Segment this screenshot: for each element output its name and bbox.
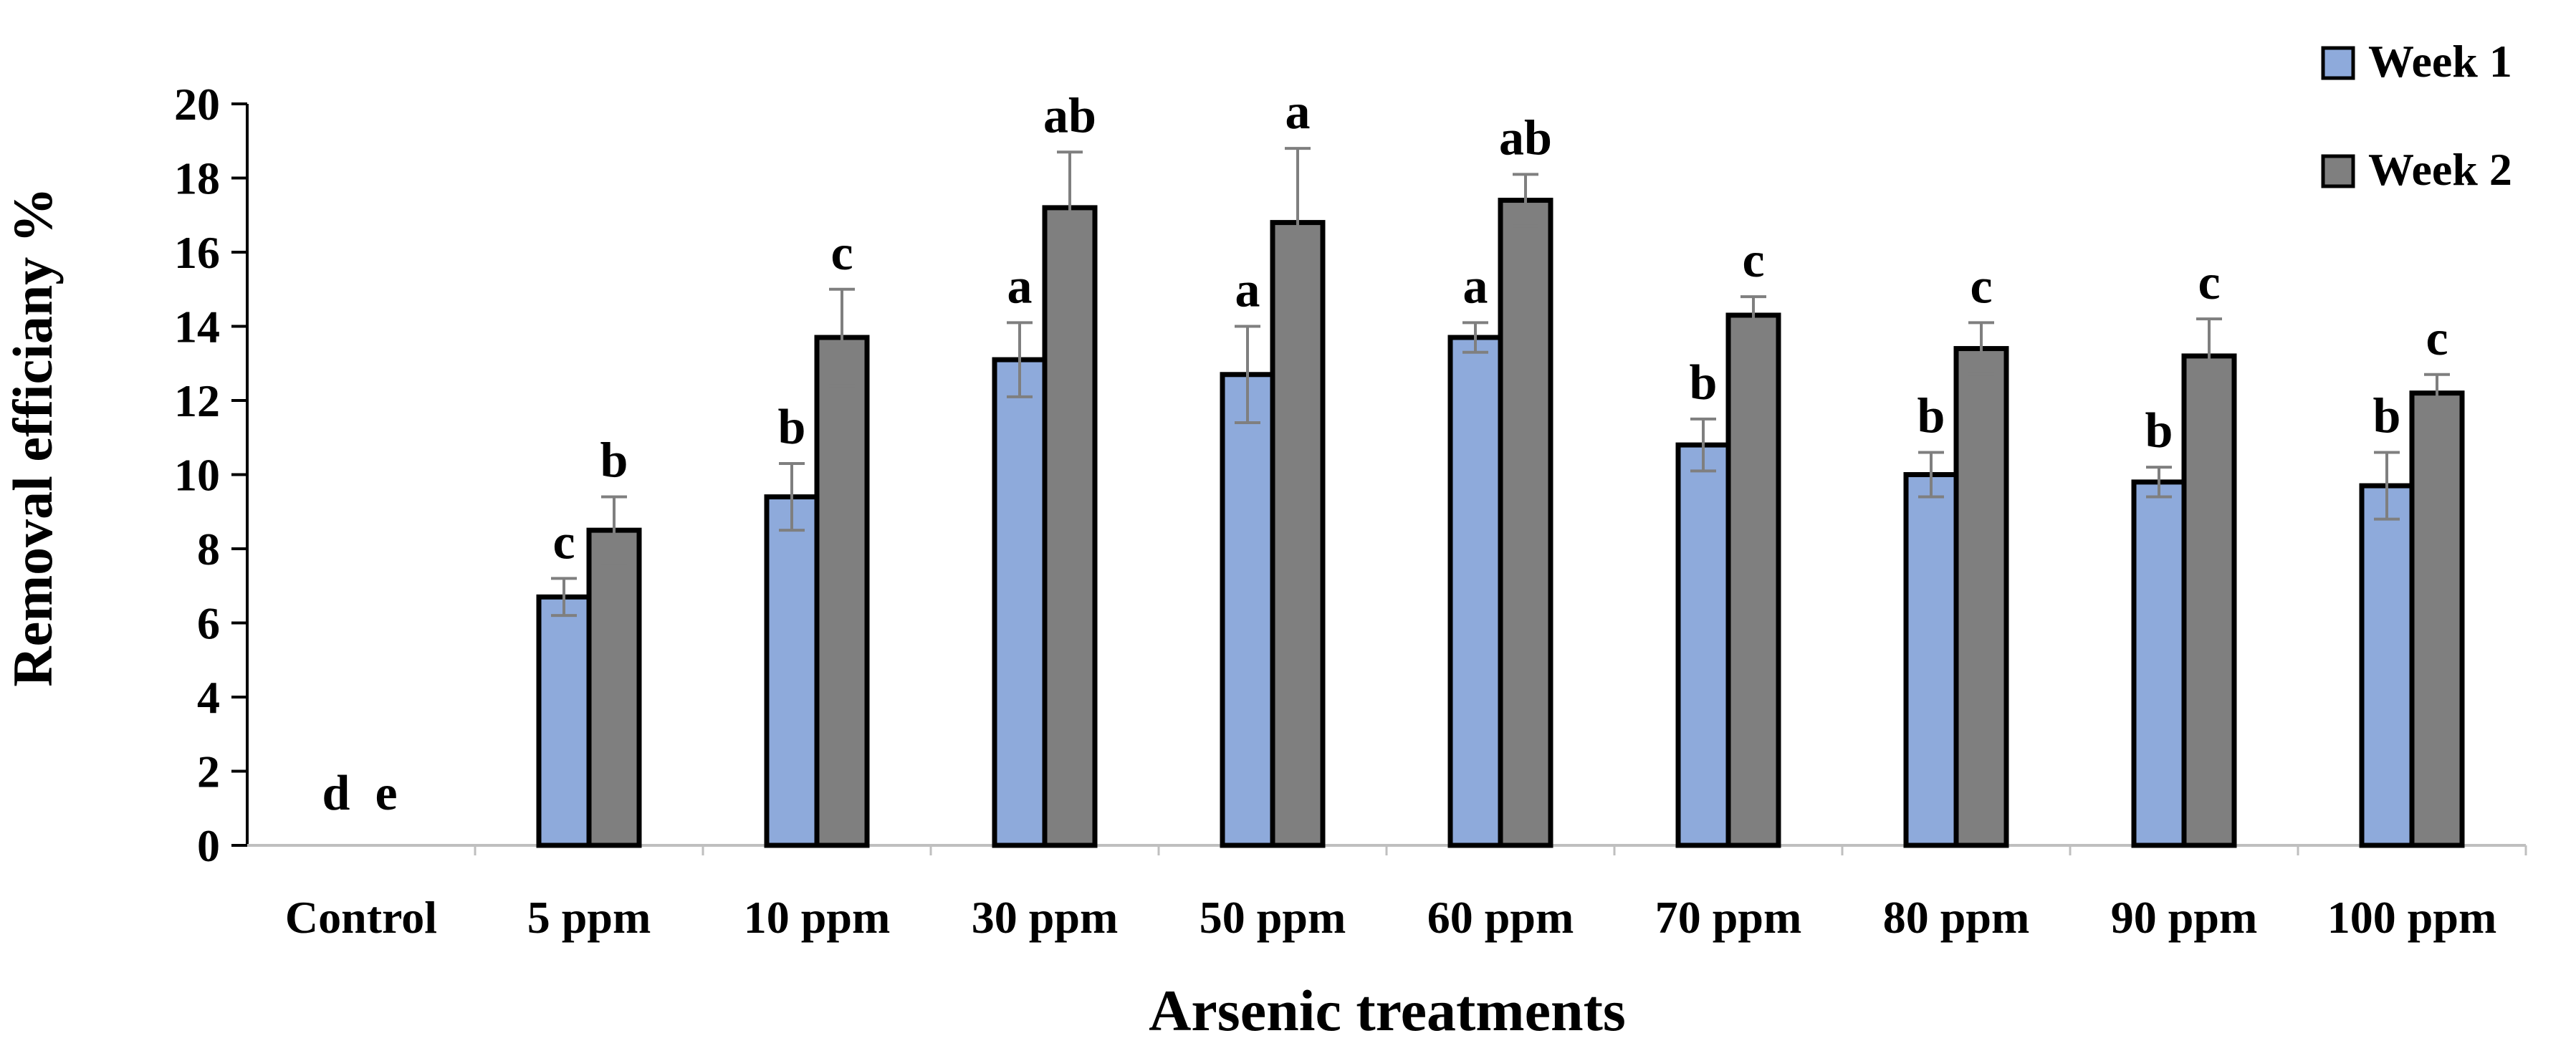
bar-week-2-90-ppm — [2181, 353, 2237, 848]
y-tick-label: 10 — [174, 450, 220, 501]
significance-label-week-2-5-ppm: b — [600, 433, 628, 489]
legend-label-week-2: Week 2 — [2368, 144, 2512, 195]
bar-series-group — [536, 198, 2465, 848]
y-tick-group: 0 2 4 6 8 10 12 14 16 18 20 — [174, 79, 247, 871]
bar-week-2-50-ppm — [1270, 220, 1326, 848]
y-tick-label: 14 — [174, 302, 220, 352]
bar-week-2-30-ppm — [1042, 205, 1098, 848]
y-tick-label: 20 — [174, 79, 220, 130]
significance-label-week-2-30-ppm: ab — [1043, 88, 1096, 143]
bar-week-1-80-ppm — [1903, 472, 1959, 848]
x-tick-label-50-ppm: 50 ppm — [1200, 892, 1346, 943]
bar-week-2-100-ppm — [2409, 390, 2465, 848]
x-tick-group: Control 5 ppm 10 ppm 30 ppm 50 ppm 60 ppm 70 p… — [285, 845, 2527, 943]
y-tick-label: 2 — [197, 746, 220, 797]
bar-week-1-90-ppm — [2131, 479, 2187, 848]
bar-week-1-5-ppm — [536, 594, 592, 848]
legend: Week 1 Week 2 — [2321, 36, 2512, 195]
significance-label-week-1-5-ppm: c — [552, 514, 575, 570]
x-tick-label-5-ppm: 5 ppm — [527, 892, 651, 943]
x-tick-label-control: Control — [285, 892, 437, 943]
bar-week-1-60-ppm — [1447, 335, 1503, 848]
significance-label-week-1-70-ppm: b — [1690, 355, 1718, 411]
bar-week-1-10-ppm — [764, 494, 820, 848]
bar-week-2-60-ppm — [1498, 198, 1553, 848]
significance-label-week-2-80-ppm: c — [1970, 259, 1992, 314]
x-tick-label-70-ppm: 70 ppm — [1655, 892, 1802, 943]
significance-label-week-2-10-ppm: c — [830, 226, 853, 281]
significance-label-week-2-90-ppm: c — [2198, 255, 2220, 310]
x-tick-label-90-ppm: 90 ppm — [2111, 892, 2258, 943]
bar-week-1-30-ppm — [992, 357, 1048, 848]
significance-label-week-2-60-ppm: ab — [1499, 110, 1552, 165]
significance-label-week-1-30-ppm: a — [1007, 259, 1033, 314]
bar-week-2-80-ppm — [1953, 346, 2009, 848]
bar-week-1-70-ppm — [1675, 442, 1731, 848]
significance-label-week-1-60-ppm: a — [1463, 259, 1488, 314]
x-tick-label-80-ppm: 80 ppm — [1883, 892, 2030, 943]
significance-label-week-2-70-ppm: c — [1742, 233, 1764, 288]
significance-label-week-1-80-ppm: b — [1917, 388, 1945, 443]
bar-week-1-100-ppm — [2359, 483, 2415, 848]
bar-week-2-5-ppm — [586, 527, 642, 848]
significance-label-week-2-control: e — [375, 766, 397, 821]
y-tick-label: 0 — [197, 820, 220, 871]
legend-swatch-week-1 — [2321, 46, 2355, 80]
significance-label-week-1-90-ppm: b — [2145, 403, 2173, 459]
legend-swatch-week-2 — [2321, 154, 2355, 188]
bar-week-2-70-ppm — [1725, 312, 1781, 848]
x-tick-label-60-ppm: 60 ppm — [1427, 892, 1574, 943]
bar-week-1-50-ppm — [1220, 372, 1275, 848]
x-tick-label-30-ppm: 30 ppm — [972, 892, 1119, 943]
significance-label-week-1-control: d — [322, 766, 350, 821]
significance-label-week-1-50-ppm: a — [1235, 263, 1260, 318]
significance-label-week-1-10-ppm: b — [778, 400, 806, 455]
bar-week-2-10-ppm — [814, 335, 870, 848]
x-tick-label-10-ppm: 10 ppm — [744, 892, 891, 943]
legend-label-week-1: Week 1 — [2368, 36, 2512, 87]
y-axis-title: Removal efficiany % — [1, 187, 64, 687]
significance-label-week-2-100-ppm: c — [2426, 311, 2448, 366]
significance-label-week-2-50-ppm: a — [1285, 85, 1311, 140]
y-tick-label: 6 — [197, 598, 220, 649]
error-bar-group — [551, 147, 2450, 618]
y-tick-label: 16 — [174, 227, 220, 278]
y-tick-label: 4 — [197, 672, 220, 723]
y-tick-label: 8 — [197, 524, 220, 575]
significance-label-week-1-100-ppm: b — [2373, 388, 2401, 443]
x-axis-title: Arsenic treatments — [1149, 978, 1626, 1043]
y-tick-label: 12 — [174, 375, 220, 426]
x-tick-label-100-ppm: 100 ppm — [2327, 892, 2497, 943]
y-tick-label: 18 — [174, 153, 220, 204]
